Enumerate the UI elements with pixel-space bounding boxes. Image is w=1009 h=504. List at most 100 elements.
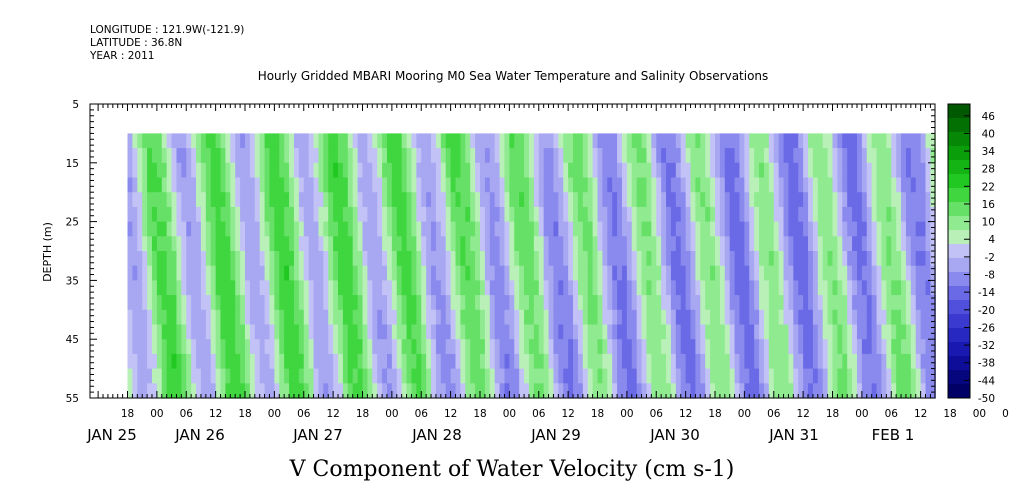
heatmap-cell xyxy=(710,339,716,355)
heatmap-cell xyxy=(656,383,662,399)
heatmap-cell xyxy=(284,309,290,326)
heatmap-cell xyxy=(817,236,824,252)
heatmap-cell xyxy=(915,339,922,355)
heatmap-cell xyxy=(563,265,569,281)
heatmap-cell xyxy=(705,162,711,179)
heatmap-cell xyxy=(538,280,545,296)
heatmap-cell xyxy=(612,324,618,340)
heatmap-cell xyxy=(127,324,133,340)
heatmap-cell xyxy=(431,280,437,296)
heatmap-cell xyxy=(577,177,584,193)
heatmap-cell xyxy=(641,280,648,296)
heatmap-cell xyxy=(254,383,261,399)
heatmap-cell xyxy=(509,368,515,384)
heatmap-cell xyxy=(450,192,457,208)
heatmap-cell xyxy=(631,206,638,223)
heatmap-cell xyxy=(817,339,824,355)
heatmap-cell xyxy=(852,206,858,223)
heatmap-cell xyxy=(592,221,599,237)
heatmap-cell xyxy=(768,353,775,370)
heatmap-cell xyxy=(240,368,246,384)
heatmap-cell xyxy=(269,148,275,164)
heatmap-cell xyxy=(641,295,648,311)
chart-title: Hourly Gridded MBARI Mooring M0 Sea Wate… xyxy=(258,69,769,83)
heatmap-cell xyxy=(240,280,246,296)
heatmap-cell xyxy=(749,251,755,267)
heatmap-cell xyxy=(558,339,564,355)
heatmap-cell xyxy=(856,148,863,164)
heatmap-cell xyxy=(876,324,883,340)
heatmap-cell xyxy=(837,368,843,384)
heatmap-cell xyxy=(328,148,334,164)
heatmap-cell xyxy=(856,339,863,355)
heatmap-cell xyxy=(915,265,922,281)
heatmap-cell xyxy=(171,280,178,296)
heatmap-cell xyxy=(759,339,765,355)
heatmap-cell xyxy=(386,353,393,370)
heatmap-cell xyxy=(196,162,202,179)
heatmap-cell xyxy=(181,383,187,399)
heatmap-cell xyxy=(812,368,819,384)
heatmap-cell xyxy=(837,280,843,296)
heatmap-cell xyxy=(499,280,506,296)
heatmap-cell xyxy=(724,192,731,208)
heatmap-cell xyxy=(284,383,290,399)
heatmap-cell xyxy=(333,192,339,208)
x-day-tick-label: JAN 27 xyxy=(292,426,343,444)
heatmap-cell xyxy=(514,368,520,384)
heatmap-cell xyxy=(749,133,755,149)
heatmap-cell xyxy=(264,206,271,223)
heatmap-cell xyxy=(861,133,868,149)
heatmap-cell xyxy=(563,309,569,326)
heatmap-cell xyxy=(602,368,608,384)
heatmap-cell xyxy=(338,177,344,193)
heatmap-cell xyxy=(538,353,545,370)
heatmap-cell xyxy=(837,383,843,399)
heatmap-cell xyxy=(465,206,471,223)
heatmap-cell xyxy=(832,309,838,326)
heatmap-cell xyxy=(279,251,285,267)
heatmap-cell xyxy=(754,221,760,237)
heatmap-cell xyxy=(695,148,701,164)
heatmap-cell xyxy=(416,309,422,326)
heatmap-cell xyxy=(504,148,510,164)
heatmap-cell xyxy=(783,206,790,223)
heatmap-cell xyxy=(822,206,829,223)
heatmap-cell xyxy=(514,265,520,281)
heatmap-cell xyxy=(293,148,300,164)
heatmap-cell xyxy=(421,162,427,179)
heatmap-cell xyxy=(147,162,153,179)
heatmap-cell xyxy=(886,162,892,179)
heatmap-cell xyxy=(225,339,231,355)
heatmap-cell xyxy=(480,148,486,164)
heatmap-cell xyxy=(538,177,545,193)
heatmap-cell xyxy=(338,236,344,252)
heatmap-cell xyxy=(323,383,329,399)
heatmap-cell xyxy=(406,221,413,237)
heatmap-cell xyxy=(382,353,388,370)
heatmap-cell xyxy=(930,162,936,179)
heatmap-cell xyxy=(333,221,339,237)
heatmap-cell xyxy=(151,280,158,296)
heatmap-cell xyxy=(920,339,927,355)
heatmap-cell xyxy=(852,383,858,399)
heatmap-cell xyxy=(749,236,755,252)
heatmap-cell xyxy=(905,353,912,370)
heatmap-cell xyxy=(597,280,603,296)
heatmap-cell xyxy=(401,251,408,267)
heatmap-cell xyxy=(235,309,241,326)
heatmap-cell xyxy=(401,177,408,193)
heatmap-cell xyxy=(920,280,927,296)
heatmap-cell xyxy=(528,192,535,208)
heatmap-cell xyxy=(612,251,618,267)
heatmap-cell xyxy=(783,148,790,164)
heatmap-cell xyxy=(891,324,897,340)
heatmap-cell xyxy=(896,221,902,237)
heatmap-cell xyxy=(293,309,300,326)
heatmap-cell xyxy=(293,236,300,252)
heatmap-cell xyxy=(303,353,310,370)
heatmap-cell xyxy=(386,339,393,355)
heatmap-cell xyxy=(347,353,354,370)
heatmap-cell xyxy=(347,177,354,193)
heatmap-cell xyxy=(181,251,187,267)
